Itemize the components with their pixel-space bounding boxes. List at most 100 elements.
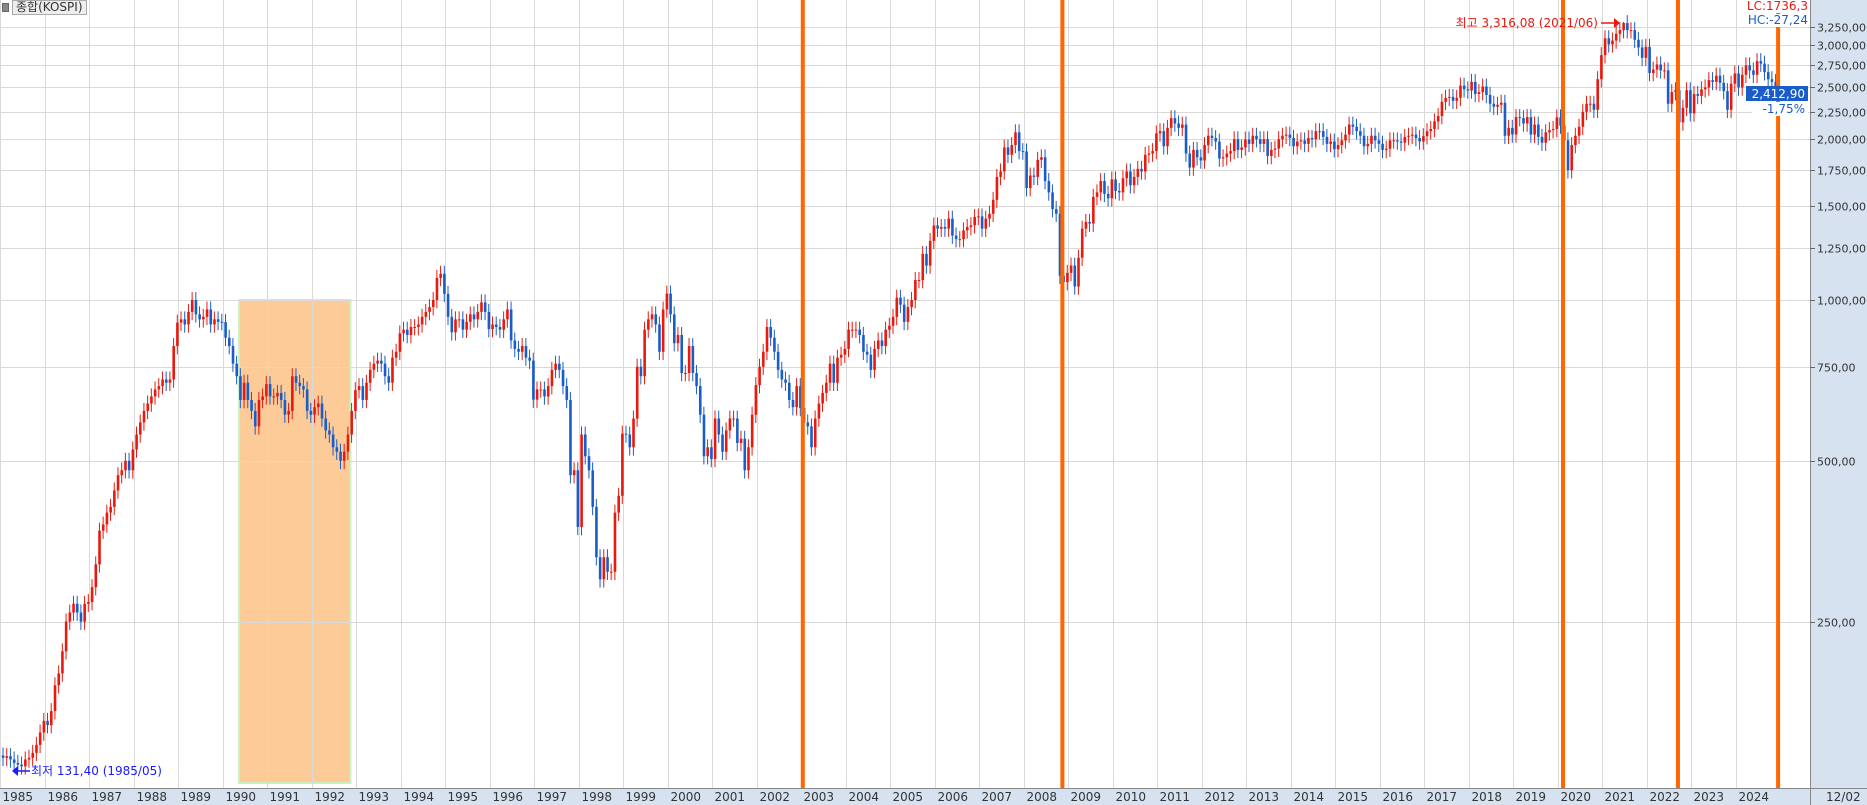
candle-body xyxy=(1466,89,1470,91)
candle-body xyxy=(1555,117,1559,129)
candle-body xyxy=(584,434,587,457)
candle-body xyxy=(1017,132,1021,152)
candle-body xyxy=(179,319,183,323)
x-tick-label: 1986 xyxy=(48,790,79,804)
x-tick-label: 2022 xyxy=(1650,790,1681,804)
candle-body xyxy=(673,314,676,344)
candle-body xyxy=(253,410,257,427)
candle-body xyxy=(1,755,5,758)
candle-body xyxy=(1169,118,1173,128)
x-tick-label: 2005 xyxy=(893,790,924,804)
candle-body xyxy=(127,460,131,471)
candle-body xyxy=(24,759,27,767)
candle-body xyxy=(101,524,105,531)
candle-body xyxy=(1666,70,1670,104)
candle-body xyxy=(1203,145,1206,161)
candle-body xyxy=(958,239,962,241)
candle-body xyxy=(339,451,342,461)
candle-body xyxy=(428,307,431,312)
candle-body xyxy=(1551,128,1555,131)
candle-body xyxy=(1166,127,1169,147)
candle-body xyxy=(710,447,713,459)
candle-body xyxy=(658,324,661,352)
candle-body xyxy=(1748,65,1752,71)
candle-body xyxy=(550,369,554,387)
candle-body xyxy=(1329,141,1332,144)
candle-body xyxy=(1611,40,1614,45)
y-tick-label: 1,000,00 xyxy=(1817,295,1866,308)
candle-body xyxy=(1548,130,1551,133)
candle-body xyxy=(357,386,361,391)
y-tick-label: 500,00 xyxy=(1817,456,1856,469)
candle-body xyxy=(1718,75,1722,83)
candle-body xyxy=(480,302,483,312)
x-tick-label: 2010 xyxy=(1116,790,1147,804)
x-axis-panel[interactable] xyxy=(0,788,1867,805)
candle-body xyxy=(391,357,394,383)
candle-body xyxy=(1036,159,1040,177)
candle-body xyxy=(398,333,402,352)
y-tick-label: 2,250,00 xyxy=(1817,107,1866,120)
candle-body xyxy=(472,314,476,320)
candle-body xyxy=(172,346,175,380)
candle-body xyxy=(687,346,691,374)
y-axis-panel[interactable] xyxy=(1810,0,1867,805)
candle-body xyxy=(1284,134,1288,136)
candle-body xyxy=(90,587,94,603)
x-tick-label: 2003 xyxy=(804,790,835,804)
candle-body xyxy=(1255,135,1258,140)
candle-body xyxy=(1514,117,1518,135)
candle-body xyxy=(684,373,687,375)
x-tick-label: 2017 xyxy=(1427,790,1458,804)
candle-body xyxy=(387,376,391,383)
candle-body xyxy=(1700,89,1703,96)
x-tick-label: 2008 xyxy=(1027,790,1058,804)
candle-body xyxy=(780,369,784,380)
candle-body xyxy=(969,225,973,227)
candle-body xyxy=(1544,132,1548,143)
candle-body xyxy=(1763,63,1766,73)
candle-body xyxy=(1110,179,1114,199)
candle-body xyxy=(717,418,721,435)
last-date-label: 12/02 xyxy=(1826,790,1861,804)
candle-body xyxy=(1373,135,1377,141)
candle-body xyxy=(1118,190,1121,193)
candle-body xyxy=(932,225,936,241)
candle-body xyxy=(1114,179,1117,191)
candle-body xyxy=(1577,126,1581,136)
candle-body xyxy=(1529,117,1533,135)
candle-body xyxy=(1025,151,1028,189)
candle-body xyxy=(661,309,665,352)
candle-body xyxy=(1181,124,1184,128)
candle-body xyxy=(198,314,201,320)
candle-body xyxy=(810,426,813,448)
candle-body xyxy=(1069,265,1073,273)
candle-body xyxy=(1474,81,1477,95)
high-arrow-head xyxy=(1614,18,1620,28)
candle-body xyxy=(1707,80,1711,88)
candle-body xyxy=(1488,94,1492,104)
candle-body xyxy=(1125,171,1129,179)
candle-body xyxy=(951,218,954,236)
candle-body xyxy=(1347,124,1351,135)
candle-body xyxy=(35,744,38,753)
candle-body xyxy=(276,392,279,397)
candle-body xyxy=(628,434,632,448)
candle-body xyxy=(164,379,168,383)
candle-body xyxy=(1077,257,1080,287)
candle-body xyxy=(524,346,528,358)
candle-body xyxy=(380,360,383,364)
candle-body xyxy=(168,379,172,383)
candle-body xyxy=(1433,121,1436,129)
candle-body xyxy=(1414,134,1418,139)
candle-body xyxy=(917,280,921,282)
candle-body xyxy=(261,396,264,400)
candle-body xyxy=(1559,117,1562,126)
candle-body xyxy=(984,218,988,229)
candle-body xyxy=(1229,151,1232,154)
candle-body xyxy=(1399,141,1403,143)
candle-body xyxy=(87,602,90,604)
candle-body xyxy=(216,319,220,322)
candle-body xyxy=(176,322,179,347)
chart-title[interactable]: 종합(KOSPI) xyxy=(2,0,87,15)
